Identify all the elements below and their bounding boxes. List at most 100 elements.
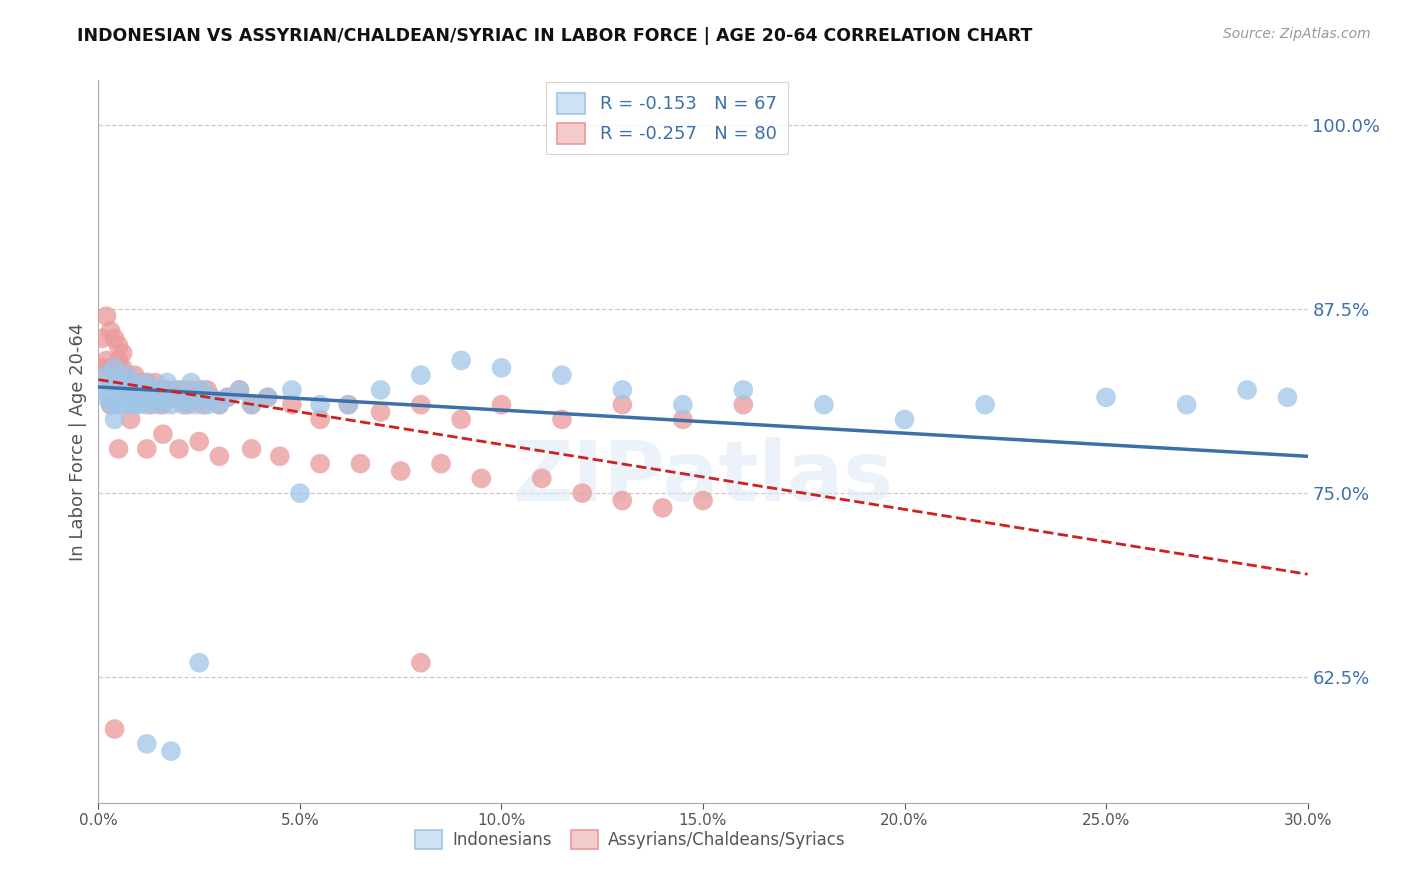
Point	[115, 368, 138, 383]
Point	[135, 376, 157, 390]
Point	[184, 390, 207, 404]
Point	[893, 412, 915, 426]
Point	[530, 471, 553, 485]
Point	[163, 390, 186, 404]
Point	[1236, 383, 1258, 397]
Point	[571, 486, 593, 500]
Text: INDONESIAN VS ASSYRIAN/CHALDEAN/SYRIAC IN LABOR FORCE | AGE 20-64 CORRELATION CH: INDONESIAN VS ASSYRIAN/CHALDEAN/SYRIAC I…	[77, 27, 1032, 45]
Point	[188, 383, 211, 397]
Point	[228, 383, 250, 397]
Point	[115, 383, 138, 397]
Point	[409, 368, 432, 383]
Point	[163, 383, 186, 397]
Point	[152, 427, 174, 442]
Point	[176, 398, 198, 412]
Point	[370, 383, 392, 397]
Point	[612, 383, 634, 397]
Point	[172, 398, 194, 412]
Point	[91, 360, 114, 375]
Point	[208, 398, 231, 412]
Point	[103, 412, 125, 426]
Point	[217, 390, 239, 404]
Point	[180, 383, 202, 397]
Point	[124, 390, 146, 404]
Point	[124, 398, 146, 412]
Point	[160, 744, 183, 758]
Point	[91, 383, 114, 397]
Point	[91, 331, 114, 345]
Point	[188, 434, 211, 449]
Point	[692, 493, 714, 508]
Point	[193, 383, 215, 397]
Point	[1175, 398, 1198, 412]
Point	[143, 390, 166, 404]
Point	[148, 398, 170, 412]
Point	[180, 376, 202, 390]
Point	[107, 383, 129, 397]
Point	[143, 376, 166, 390]
Point	[184, 398, 207, 412]
Point	[281, 383, 304, 397]
Point	[337, 398, 360, 412]
Point	[974, 398, 997, 412]
Point	[139, 383, 162, 397]
Point	[103, 331, 125, 345]
Point	[200, 390, 222, 404]
Point	[135, 398, 157, 412]
Point	[139, 398, 162, 412]
Point	[124, 376, 146, 390]
Point	[120, 390, 142, 404]
Point	[103, 376, 125, 390]
Point	[107, 353, 129, 368]
Point	[188, 656, 211, 670]
Point	[167, 442, 190, 456]
Point	[551, 368, 574, 383]
Point	[176, 390, 198, 404]
Point	[1095, 390, 1118, 404]
Point	[132, 390, 155, 404]
Point	[1277, 390, 1299, 404]
Point	[100, 324, 122, 338]
Point	[167, 383, 190, 397]
Point	[103, 722, 125, 736]
Point	[281, 398, 304, 412]
Point	[120, 383, 142, 397]
Point	[128, 398, 150, 412]
Point	[120, 412, 142, 426]
Point	[160, 390, 183, 404]
Point	[143, 390, 166, 404]
Point	[450, 412, 472, 426]
Text: Source: ZipAtlas.com: Source: ZipAtlas.com	[1223, 27, 1371, 41]
Point	[120, 383, 142, 397]
Point	[309, 457, 332, 471]
Point	[309, 398, 332, 412]
Point	[111, 360, 134, 375]
Text: ZIPatlas: ZIPatlas	[513, 437, 893, 518]
Point	[107, 442, 129, 456]
Point	[152, 383, 174, 397]
Point	[132, 383, 155, 397]
Point	[156, 376, 179, 390]
Point	[156, 383, 179, 397]
Point	[128, 376, 150, 390]
Point	[100, 360, 122, 375]
Point	[208, 450, 231, 464]
Point	[132, 390, 155, 404]
Point	[672, 412, 695, 426]
Point	[200, 390, 222, 404]
Point	[733, 398, 755, 412]
Point	[115, 368, 138, 383]
Point	[188, 390, 211, 404]
Point	[96, 368, 118, 383]
Point	[612, 493, 634, 508]
Point	[430, 457, 453, 471]
Point	[111, 390, 134, 404]
Point	[240, 398, 263, 412]
Point	[135, 390, 157, 404]
Point	[160, 398, 183, 412]
Point	[152, 398, 174, 412]
Point	[135, 376, 157, 390]
Point	[96, 353, 118, 368]
Point	[111, 346, 134, 360]
Point	[256, 390, 278, 404]
